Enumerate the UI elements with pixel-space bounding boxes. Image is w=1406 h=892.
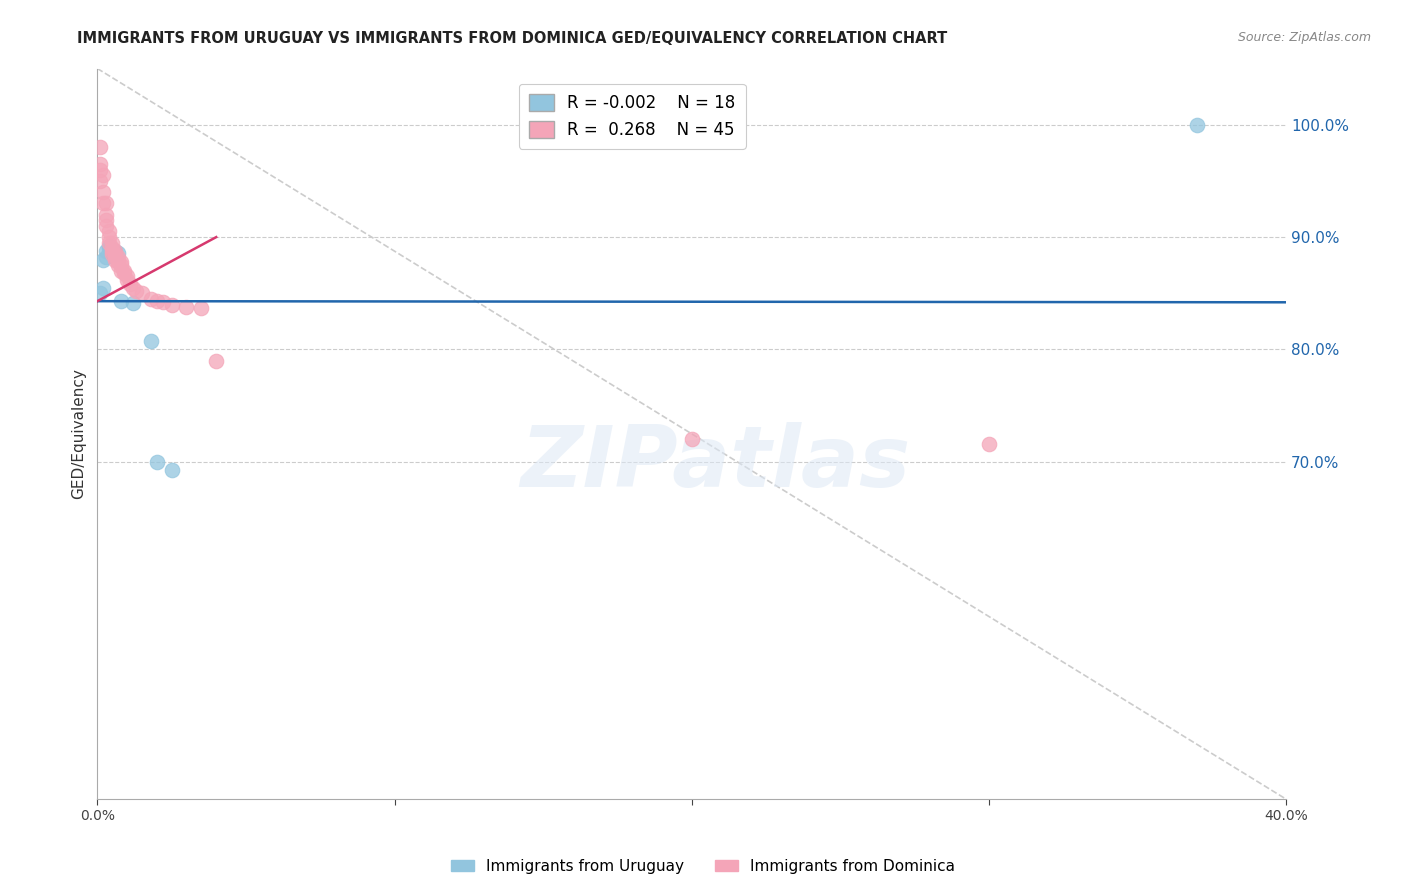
Point (681, 433, 703, 447)
Point (89, 174, 111, 188)
Point (146, 455, 169, 469)
Point (107, 255, 129, 269)
Point (89, 286, 111, 301)
Point (110, 258, 132, 272)
Point (89, 162, 111, 177)
Point (160, 297, 183, 311)
Point (89, 157, 111, 171)
Point (110, 264, 132, 278)
Point (139, 334, 162, 348)
Point (96, 196, 118, 211)
Point (101, 241, 124, 255)
Point (101, 235, 124, 250)
Text: IMMIGRANTS FROM URUGUAY VS IMMIGRANTS FROM DOMINICA GED/EQUIVALENCY CORRELATION : IMMIGRANTS FROM URUGUAY VS IMMIGRANTS FR… (77, 31, 948, 46)
Point (91, 196, 114, 211)
Point (104, 247, 127, 261)
Point (205, 353, 228, 368)
Legend: Immigrants from Uruguay, Immigrants from Dominica: Immigrants from Uruguay, Immigrants from… (444, 853, 962, 880)
Point (91, 252, 114, 267)
Point (112, 264, 135, 278)
Point (152, 295, 174, 310)
Text: Source: ZipAtlas.com: Source: ZipAtlas.com (1237, 31, 1371, 45)
Point (110, 294, 132, 309)
Point (104, 244, 127, 258)
Point (89, 140, 111, 154)
Point (110, 255, 132, 269)
Point (91, 185, 114, 199)
Point (118, 277, 141, 292)
Point (98, 225, 121, 239)
Point (1185, 118, 1208, 132)
Point (96, 244, 118, 258)
Point (139, 292, 162, 306)
Y-axis label: GED/Equivalency: GED/Equivalency (72, 368, 86, 500)
Point (122, 296, 145, 310)
Point (977, 437, 1000, 451)
Point (104, 247, 127, 261)
Point (112, 266, 135, 280)
Point (125, 284, 148, 298)
Point (122, 281, 145, 295)
Point (96, 219, 118, 233)
Point (101, 244, 124, 258)
Point (104, 244, 127, 258)
Point (96, 213, 118, 227)
Point (131, 286, 153, 301)
Point (115, 273, 138, 287)
Point (190, 301, 212, 315)
Point (91, 281, 114, 295)
Point (98, 230, 121, 244)
Point (160, 463, 183, 477)
Point (101, 244, 124, 259)
Point (98, 241, 121, 255)
Point (107, 245, 129, 260)
Point (176, 300, 198, 314)
Point (96, 208, 118, 222)
Point (104, 250, 127, 264)
Point (98, 239, 121, 253)
Point (104, 252, 127, 267)
Point (91, 169, 114, 183)
Point (101, 247, 124, 261)
Legend: R = -0.002    N = 18, R =  0.268    N = 45: R = -0.002 N = 18, R = 0.268 N = 45 (519, 84, 745, 149)
Text: ZIPatlas: ZIPatlas (520, 422, 911, 505)
Point (115, 269, 138, 284)
Point (107, 250, 129, 264)
Point (107, 258, 129, 272)
Point (146, 294, 169, 309)
Point (98, 235, 121, 250)
Point (96, 250, 118, 264)
Point (101, 245, 124, 260)
